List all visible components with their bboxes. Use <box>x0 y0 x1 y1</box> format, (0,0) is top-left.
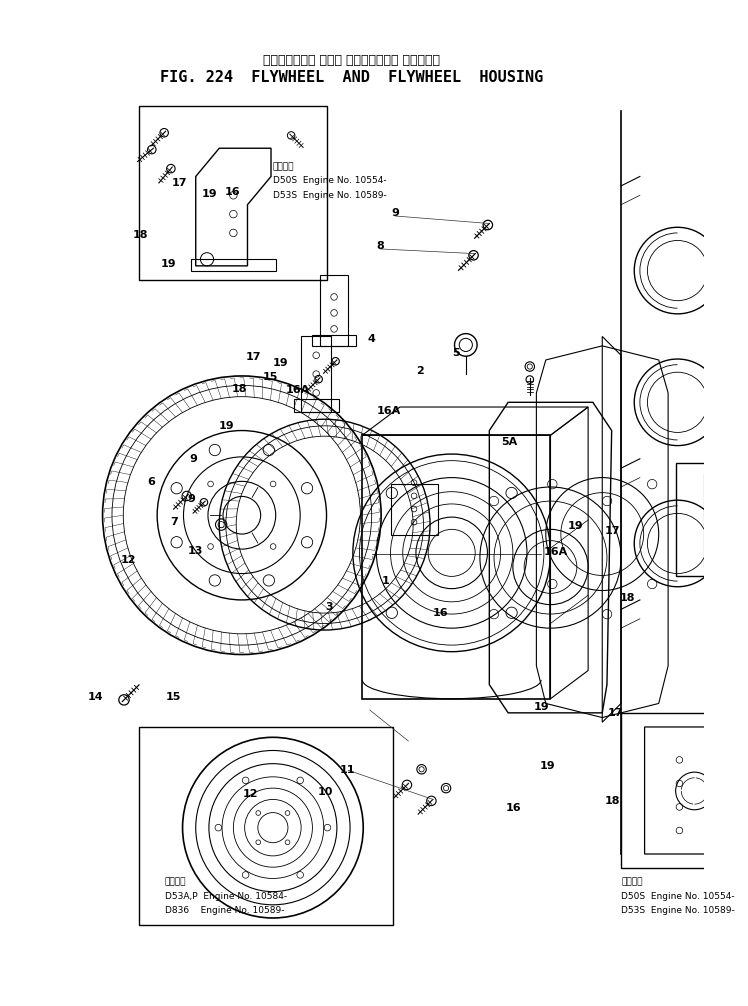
Bar <box>313 335 356 346</box>
Text: D53S  Engine No. 10589-: D53S Engine No. 10589- <box>621 905 735 914</box>
Text: 適用号機: 適用号機 <box>273 162 295 171</box>
Text: 17: 17 <box>604 526 620 536</box>
Text: 2: 2 <box>417 366 424 376</box>
Text: 17: 17 <box>245 352 261 362</box>
Text: 9: 9 <box>190 454 197 464</box>
Text: 適用号機: 適用号機 <box>621 877 643 886</box>
Bar <box>362 436 551 699</box>
Text: 16: 16 <box>224 187 240 197</box>
Text: 16A: 16A <box>377 406 402 416</box>
Text: D50S  Engine No. 10554-: D50S Engine No. 10554- <box>621 891 735 900</box>
Text: D53A,P  Engine No. 10584-: D53A,P Engine No. 10584- <box>165 891 286 900</box>
Text: 適用号機: 適用号機 <box>165 877 186 886</box>
Text: 14: 14 <box>88 692 102 702</box>
Text: 6: 6 <box>147 477 156 487</box>
Text: 19: 19 <box>219 422 234 432</box>
Text: 10: 10 <box>317 787 333 797</box>
Bar <box>191 260 276 271</box>
Text: 11: 11 <box>340 765 355 775</box>
Text: 19: 19 <box>202 189 218 199</box>
Text: 8: 8 <box>376 240 384 250</box>
Text: 18: 18 <box>620 593 636 603</box>
Text: 16A: 16A <box>544 547 568 557</box>
Text: 3: 3 <box>325 603 333 612</box>
Text: 13: 13 <box>188 546 203 556</box>
Text: フライホイール および フライホイール ハウジング: フライホイール および フライホイール ハウジング <box>263 54 441 67</box>
Text: 19: 19 <box>568 521 583 531</box>
Bar <box>320 276 348 346</box>
Bar <box>390 484 438 535</box>
Text: 19: 19 <box>534 701 550 711</box>
Text: 4: 4 <box>367 334 375 344</box>
Text: 15: 15 <box>166 692 182 702</box>
Text: 16: 16 <box>506 803 521 813</box>
Bar <box>675 464 748 576</box>
Text: 16: 16 <box>433 608 449 618</box>
Text: 5A: 5A <box>501 438 518 448</box>
Text: 17: 17 <box>607 708 623 718</box>
Text: 19: 19 <box>161 260 177 270</box>
Bar <box>139 106 328 280</box>
Text: D50S  Engine No. 10554-: D50S Engine No. 10554- <box>273 176 387 185</box>
Text: 9: 9 <box>391 208 399 218</box>
Text: 19: 19 <box>540 762 556 772</box>
Text: 19: 19 <box>272 358 288 368</box>
Text: 12: 12 <box>120 554 136 564</box>
Bar <box>621 713 748 868</box>
Text: D53S  Engine No. 10589-: D53S Engine No. 10589- <box>273 190 387 199</box>
Bar <box>301 336 331 411</box>
Text: 5: 5 <box>453 348 460 358</box>
Text: 16A: 16A <box>286 385 310 395</box>
Bar <box>294 398 339 411</box>
Text: 7: 7 <box>171 517 179 527</box>
Text: 18: 18 <box>232 384 247 394</box>
Bar <box>139 727 393 925</box>
Text: 15: 15 <box>263 372 278 382</box>
Text: 18: 18 <box>133 230 149 240</box>
Text: 9: 9 <box>188 494 195 504</box>
Text: 1: 1 <box>381 575 390 585</box>
Text: FIG. 224  FLYWHEEL  AND  FLYWHEEL  HOUSING: FIG. 224 FLYWHEEL AND FLYWHEEL HOUSING <box>160 70 544 86</box>
Text: 12: 12 <box>243 789 258 799</box>
Text: 17: 17 <box>172 178 187 188</box>
Text: 18: 18 <box>604 796 620 806</box>
Text: D836    Engine No. 10589-: D836 Engine No. 10589- <box>165 905 284 914</box>
